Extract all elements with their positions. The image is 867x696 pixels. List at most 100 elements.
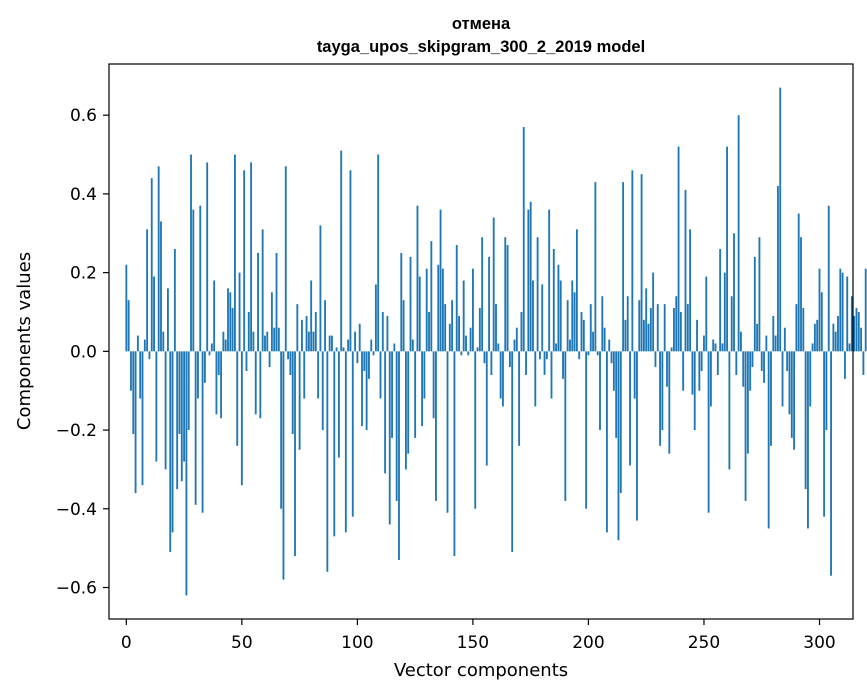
bar-175 (529, 201, 532, 352)
y-tick-label: 0.0 (70, 342, 97, 362)
y-tick-label: −0.6 (56, 579, 97, 599)
bar-309 (839, 268, 842, 352)
bar-220 (633, 351, 636, 399)
bar-60 (264, 335, 266, 352)
bar-29 (192, 209, 195, 352)
bar-45 (229, 292, 232, 352)
bar-98 (351, 351, 354, 517)
bar-76 (301, 319, 303, 352)
bar-10 (148, 351, 151, 360)
bar-284 (781, 351, 784, 407)
bar-97 (349, 170, 352, 352)
bar-37 (210, 343, 213, 352)
bar-196 (578, 351, 581, 360)
bar-117 (395, 351, 398, 501)
bar-217 (626, 296, 629, 352)
bar-288 (790, 351, 793, 438)
bar-0 (125, 264, 128, 352)
bar-124 (411, 339, 414, 352)
bar-214 (619, 351, 622, 494)
bar-70 (287, 351, 289, 360)
bar-131 (428, 311, 430, 352)
bar-46 (231, 308, 234, 352)
bar-26 (185, 351, 188, 596)
bar-89 (331, 335, 333, 352)
bar-237 (673, 308, 675, 352)
bar-208 (606, 351, 608, 533)
bar-236 (670, 347, 673, 352)
bar-243 (686, 304, 689, 352)
bar-256 (716, 351, 719, 375)
y-axis-ticks: −0.6 −0.4 −0.2 0.0 0.2 0.4 0.6 (56, 106, 109, 599)
bar-15 (160, 221, 162, 352)
bar-38 (213, 280, 216, 352)
bar-177 (534, 351, 537, 407)
bar-80 (310, 280, 313, 352)
bar-278 (767, 351, 770, 529)
bar-24 (180, 351, 183, 482)
bar-110 (379, 351, 382, 399)
bar-247 (696, 319, 698, 352)
bar-65 (275, 252, 278, 352)
bar-212 (615, 351, 618, 438)
y-tick-label: 0.6 (70, 106, 97, 126)
bar-4 (134, 351, 137, 494)
bar-182 (545, 351, 548, 360)
bar-18 (167, 288, 169, 352)
bar-93 (340, 150, 343, 352)
x-tick-label: 200 (572, 633, 604, 653)
bar-270 (749, 351, 752, 391)
bar-158 (490, 351, 493, 375)
bar-191 (566, 300, 569, 352)
bar-301 (820, 292, 823, 352)
bar-52 (245, 351, 248, 372)
bar-252 (707, 351, 710, 513)
bar-312 (846, 276, 849, 352)
bar-298 (813, 323, 816, 352)
bar-305 (830, 351, 832, 576)
x-axis-label: Vector components (394, 660, 568, 681)
bar-169 (515, 327, 518, 352)
bar-261 (728, 351, 731, 470)
x-axis-ticks: 0 50 100 150 200 250 300 (121, 619, 836, 653)
bar-103 (363, 351, 366, 372)
bar-170 (518, 351, 521, 446)
bar-279 (770, 351, 772, 446)
bar-265 (737, 115, 740, 352)
bar-21 (173, 249, 176, 352)
bar-123 (409, 256, 412, 352)
bar-199 (585, 351, 588, 509)
bar-9 (146, 229, 149, 352)
bar-71 (289, 351, 292, 375)
x-tick-label: 50 (231, 633, 253, 653)
x-tick-label: 0 (121, 633, 132, 653)
bars-group (125, 87, 867, 596)
bar-62 (268, 351, 271, 368)
bar-49 (238, 272, 241, 352)
bar-225 (645, 288, 648, 352)
bar-57 (257, 252, 259, 352)
bar-126 (416, 205, 419, 352)
bar-135 (437, 264, 440, 352)
bar-55 (252, 331, 255, 352)
bar-127 (418, 276, 421, 352)
bar-160 (495, 304, 497, 352)
bar-33 (201, 351, 204, 513)
bar-104 (365, 351, 368, 431)
bar-277 (765, 335, 768, 352)
bar-267 (742, 351, 745, 387)
bar-115 (391, 351, 393, 438)
bar-108 (374, 284, 377, 352)
bar-216 (624, 319, 627, 352)
bar-166 (508, 351, 511, 368)
bar-185 (552, 249, 555, 352)
y-axis-label: Components values (14, 252, 35, 430)
bar-95 (344, 351, 347, 533)
bar-35 (206, 162, 209, 352)
bar-61 (266, 331, 269, 352)
bar-259 (723, 272, 726, 352)
bar-186 (555, 343, 558, 352)
bar-197 (580, 311, 583, 352)
bar-193 (571, 280, 574, 352)
